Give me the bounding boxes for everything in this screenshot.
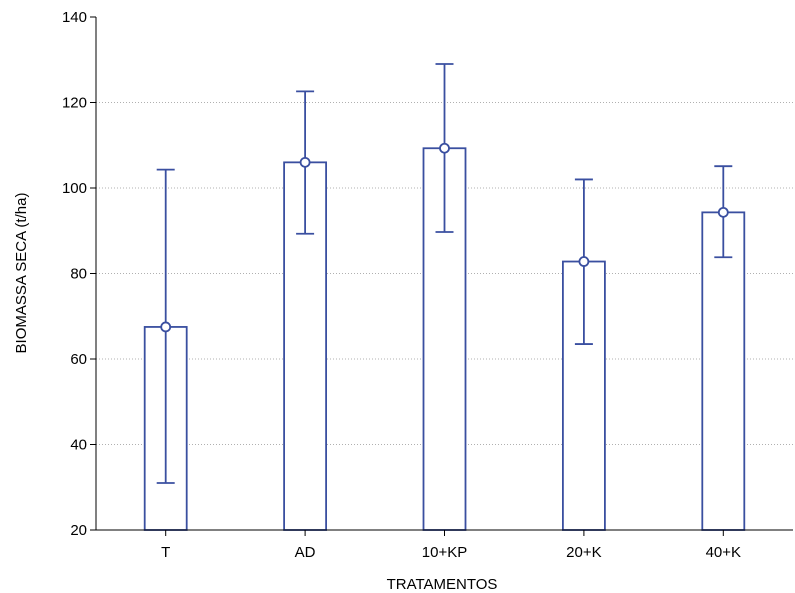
bars bbox=[143, 63, 746, 531]
x-tick-label: AD bbox=[295, 544, 316, 561]
mean-point bbox=[439, 142, 450, 154]
y-tick-label: 60 bbox=[70, 351, 87, 368]
x-axis-ticks: T AD 10+KP 20+K 40+K bbox=[161, 530, 741, 561]
y-tick-label: 100 bbox=[62, 180, 87, 197]
mean-point bbox=[299, 156, 311, 168]
x-axis-label: TRATAMENTOS bbox=[387, 576, 498, 593]
y-tick-label: 140 bbox=[62, 9, 87, 26]
y-tick-label: 120 bbox=[62, 95, 87, 112]
x-tick-label: 20+K bbox=[566, 544, 601, 561]
mean-point bbox=[160, 321, 172, 333]
y-tick-label: 40 bbox=[70, 437, 87, 454]
mean-point bbox=[578, 256, 590, 267]
x-tick-label: T bbox=[161, 544, 170, 561]
y-axis-ticks: 20 40 60 80 100 120 140 bbox=[62, 9, 96, 539]
mean-point bbox=[717, 206, 729, 218]
x-tick-label: 40+K bbox=[706, 544, 741, 561]
y-tick-label: 80 bbox=[70, 266, 87, 283]
y-axis-label: BIOMASSA SECA (t/ha) bbox=[13, 193, 30, 354]
y-tick-label: 20 bbox=[70, 522, 87, 539]
x-tick-label: 10+KP bbox=[422, 544, 467, 561]
bar bbox=[701, 211, 746, 531]
